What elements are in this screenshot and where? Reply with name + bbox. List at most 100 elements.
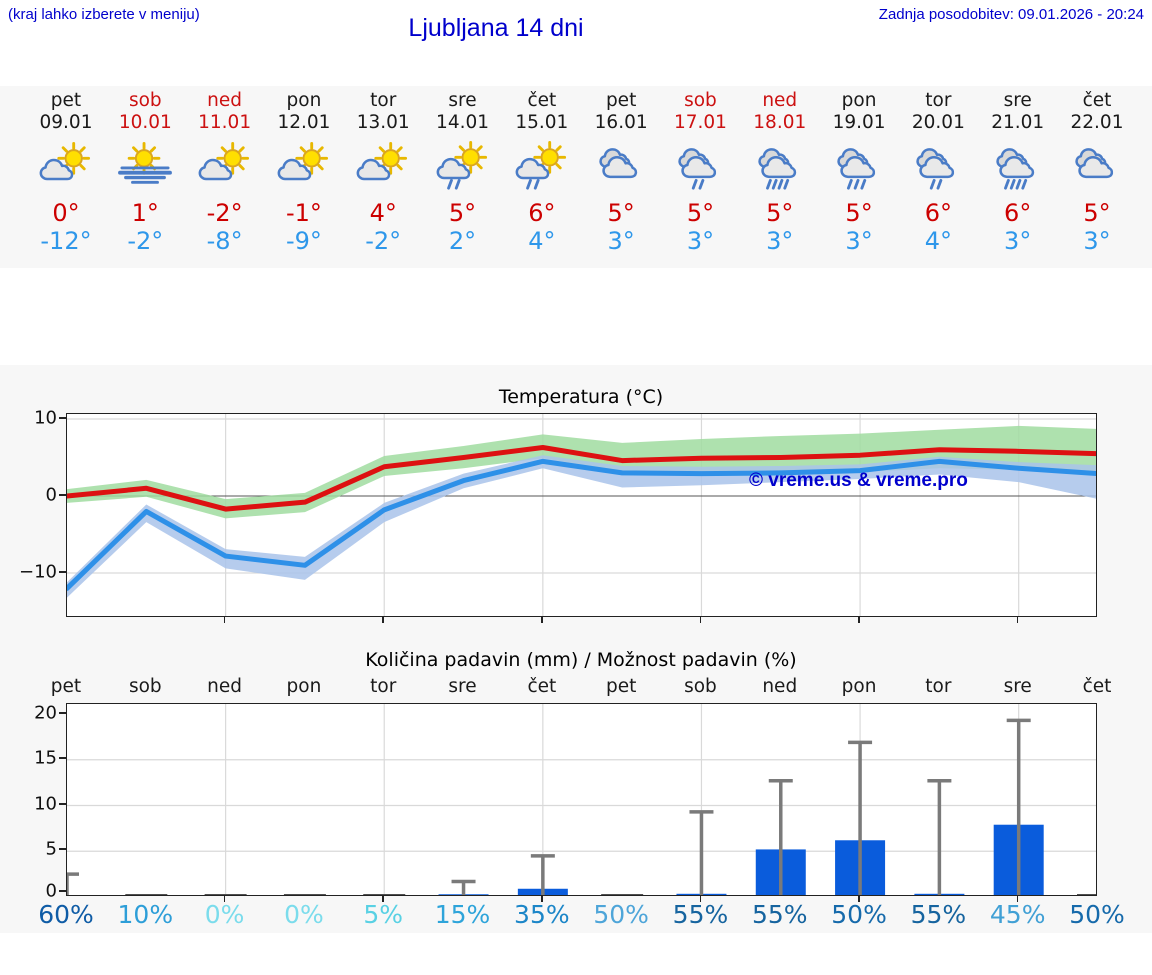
temp-max: 5°: [686, 199, 715, 227]
temp-max: 4°: [369, 199, 397, 227]
precip-day-label: pet: [605, 676, 637, 697]
temp-max: 5°: [1083, 199, 1111, 227]
temp-min: -12°: [40, 227, 92, 255]
day-date: 09.01: [39, 112, 93, 133]
precip-x-tick: [858, 896, 860, 902]
precip-probability-label: 35%: [514, 900, 570, 929]
temp-min: 3°: [766, 227, 794, 255]
temp-x-tick: [1016, 617, 1019, 623]
precip-x-tick: [223, 896, 226, 902]
temp-max: 6°: [1004, 199, 1032, 227]
precipitation-plot-svg: [67, 704, 1096, 895]
temperature-chart: © vreme.us & vreme.pro: [66, 413, 1097, 617]
weather-icon-sun-cloud-rain: [436, 141, 487, 190]
day-date: 14.01: [436, 112, 490, 133]
precip-probability-label: 55%: [672, 900, 729, 929]
temp-min: 4°: [528, 227, 556, 255]
precip-day-label: tor: [370, 676, 397, 697]
temp-x-tick: [223, 617, 226, 623]
precip-x-tick: [699, 896, 702, 902]
temp-x-tick: [858, 617, 860, 623]
weather-icon-sun-cloud: [198, 141, 249, 181]
precip-day-label: tor: [925, 676, 952, 697]
precip-probability-label: 55%: [751, 900, 808, 929]
day-date: 21.01: [991, 112, 1045, 133]
precip-x-tick: [541, 896, 543, 902]
temp-y-tick-label: 0: [45, 484, 57, 506]
precip-y-tick-label: 10: [34, 793, 57, 815]
precip-day-label: pon: [841, 676, 877, 697]
day-name: tor: [370, 90, 397, 111]
strip-day-column: tor 13.01 4° -2°: [340, 90, 426, 255]
precipitation-chart: [66, 703, 1097, 896]
day-date: 16.01: [594, 112, 648, 133]
weather-icon-sun-fog: [118, 141, 173, 184]
day-date: 10.01: [118, 112, 172, 133]
precip-probability-label: 5%: [363, 900, 404, 929]
temp-max: 0°: [52, 199, 80, 227]
precip-day-label: sre: [1003, 676, 1032, 697]
temp-max: 5°: [607, 199, 635, 227]
temp-x-tick: [541, 617, 543, 623]
strip-day-column: pet 09.01 0° -12°: [23, 90, 109, 255]
temp-max: -2°: [206, 199, 243, 227]
precip-day-label: ned: [207, 676, 243, 697]
day-name: sre: [448, 90, 477, 111]
page-title: Ljubljana 14 dni: [408, 14, 584, 42]
precip-day-label: pet: [50, 676, 82, 697]
strip-day-column: pon 12.01 -1° -9°: [261, 90, 347, 255]
strip-day-column: sre 14.01 5° 2°: [420, 90, 506, 255]
weather-icon-sun-cloud-rain: [515, 141, 566, 190]
temp-min: 3°: [845, 227, 873, 255]
precip-probability-label: 60%: [38, 900, 94, 929]
weather-icon-clouds-light-rain: [678, 148, 717, 190]
strip-day-column: sob 10.01 1° -2°: [102, 90, 188, 255]
day-date: 19.01: [832, 112, 886, 133]
day-date: 13.01: [356, 112, 410, 133]
precip-y-tick: [59, 712, 66, 714]
day-name: sob: [684, 90, 717, 111]
precipitation-chart-title: Količina padavin (mm) / Možnost padavin …: [365, 649, 797, 671]
strip-day-column: ned 11.01 -2° -8°: [182, 90, 268, 255]
temp-min: 3°: [1083, 227, 1111, 255]
temp-min: 3°: [1004, 227, 1032, 255]
temp-min: 2°: [448, 227, 477, 255]
day-name: pet: [50, 90, 82, 111]
temp-max: 5°: [845, 199, 873, 227]
precip-day-label: sob: [684, 676, 717, 697]
strip-day-column: sre 21.01 6° 3°: [975, 90, 1061, 255]
strip-day-column: pet 16.01 5° 3°: [578, 90, 664, 255]
temp-y-tick: [59, 494, 66, 496]
precip-y-tick-label: 5: [45, 838, 57, 860]
day-date: 17.01: [673, 112, 727, 133]
day-name: pon: [286, 90, 322, 111]
precip-probability-label: 0%: [284, 900, 324, 929]
watermark: © vreme.us & vreme.pro: [749, 470, 968, 491]
temp-max: 6°: [924, 199, 953, 227]
precip-y-tick-label: 0: [45, 880, 57, 902]
day-date: 11.01: [198, 112, 252, 133]
weather-icon-clouds-heavy-rain: [996, 148, 1034, 190]
precip-probability-label: 45%: [989, 900, 1046, 929]
precip-day-label: čet: [527, 676, 557, 697]
weather-icon-clouds: [1075, 148, 1114, 179]
temperature-plot-svg: © vreme.us & vreme.pro: [67, 414, 1096, 616]
temp-max: 6°: [528, 199, 556, 227]
temp-y-tick-label: −10: [19, 561, 57, 583]
precip-bar-trace: [204, 894, 247, 895]
temp-y-tick: [59, 571, 66, 573]
weather-icon-clouds-rain: [837, 148, 876, 190]
day-date: 18.01: [753, 112, 807, 133]
temp-min: -9°: [285, 227, 322, 255]
precip-bar-trace: [283, 894, 326, 895]
strip-day-column: tor 20.01 6° 4°: [895, 90, 981, 255]
precip-day-label: ned: [762, 676, 798, 697]
day-name: pet: [605, 90, 637, 111]
precip-day-label: sre: [448, 676, 477, 697]
precip-probability-label: 55%: [910, 900, 967, 929]
precip-probability-label: 50%: [1069, 900, 1125, 929]
precip-probability-label: 15%: [434, 900, 491, 929]
temp-min: 3°: [686, 227, 715, 255]
day-date: 20.01: [911, 112, 965, 133]
weather-icon-clouds: [599, 148, 638, 179]
